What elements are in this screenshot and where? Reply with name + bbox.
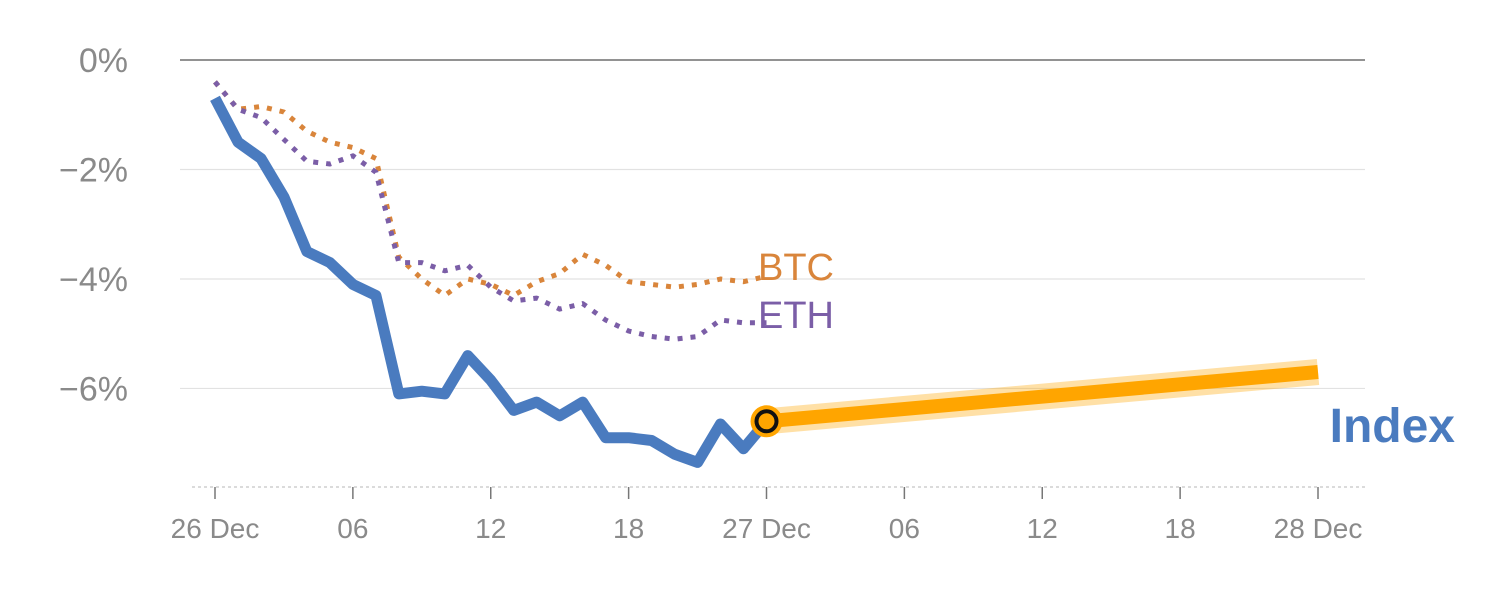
y-tick-label: −2%	[59, 151, 128, 189]
series-labels: BTC ETH Index	[758, 247, 1455, 453]
x-tick-label: 27 Dec	[722, 513, 811, 544]
btc-series-line	[213, 80, 768, 298]
x-tick-label: 06	[889, 513, 920, 544]
forecast-series-line	[765, 365, 1319, 429]
index-series-label: Index	[1330, 400, 1456, 453]
current-point-marker	[754, 409, 779, 434]
grid-lines	[180, 59, 1365, 390]
y-axis-tick-labels: 0% −2% −4% −6%	[59, 42, 128, 408]
y-tick-label: 0%	[79, 42, 128, 80]
x-tick-label: 18	[1165, 513, 1196, 544]
y-tick-label: −6%	[59, 370, 128, 408]
index-series-line	[210, 95, 771, 468]
btc-series-label: BTC	[758, 247, 834, 289]
y-tick-label: −4%	[59, 261, 128, 299]
eth-series-label: ETH	[758, 295, 834, 337]
x-tick-label: 28 Dec	[1274, 513, 1363, 544]
x-tick-label: 18	[613, 513, 644, 544]
eth-series-line	[213, 80, 767, 342]
x-tick-label: 12	[475, 513, 506, 544]
x-axis: 26 Dec 06 12 18 27 Dec 06 12 18 28 Dec	[171, 486, 1365, 544]
x-tick-label: 26 Dec	[171, 513, 260, 544]
x-tick-label: 06	[337, 513, 368, 544]
series-lines	[210, 80, 1320, 468]
x-tick-label: 12	[1027, 513, 1058, 544]
